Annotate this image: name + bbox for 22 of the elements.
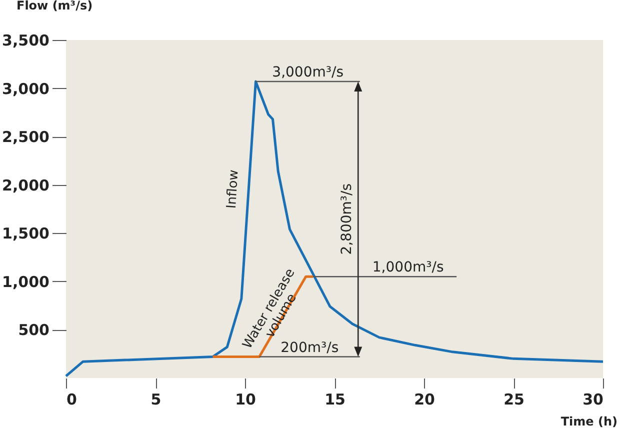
x-tick-label: 20	[414, 390, 435, 408]
x-tick-label: 10	[235, 390, 256, 408]
annotation: 1,000m³/s	[372, 260, 444, 276]
x-tick-label: 30	[582, 390, 604, 408]
y-tick-label: 1,000	[2, 272, 50, 291]
x-tick-label: 5	[150, 390, 162, 408]
text: Inflow	[224, 168, 242, 210]
x-tick-label: 25	[504, 390, 524, 408]
y-tick-label: 3,500	[2, 32, 50, 50]
x-tick-label: 0	[66, 390, 77, 408]
x-axis-title: Time (h)	[560, 414, 618, 428]
annotation: 3,000m³/s	[272, 64, 344, 81]
line-series	[64, 80, 604, 378]
y-tick-label: 1,500	[2, 224, 50, 243]
annotation: 200m³/s	[280, 340, 339, 356]
x-tick-label: 15	[324, 390, 346, 408]
annotation: 2,800m³/s	[339, 183, 356, 255]
y-tick-label: 3,000	[2, 80, 50, 98]
y-tick-label: 2,500	[2, 128, 50, 146]
y-tick-label: 500	[18, 321, 50, 340]
y-tick-label: 2,000	[2, 176, 50, 194]
y-axis-title: Flow (m³/s)	[16, 0, 93, 12]
